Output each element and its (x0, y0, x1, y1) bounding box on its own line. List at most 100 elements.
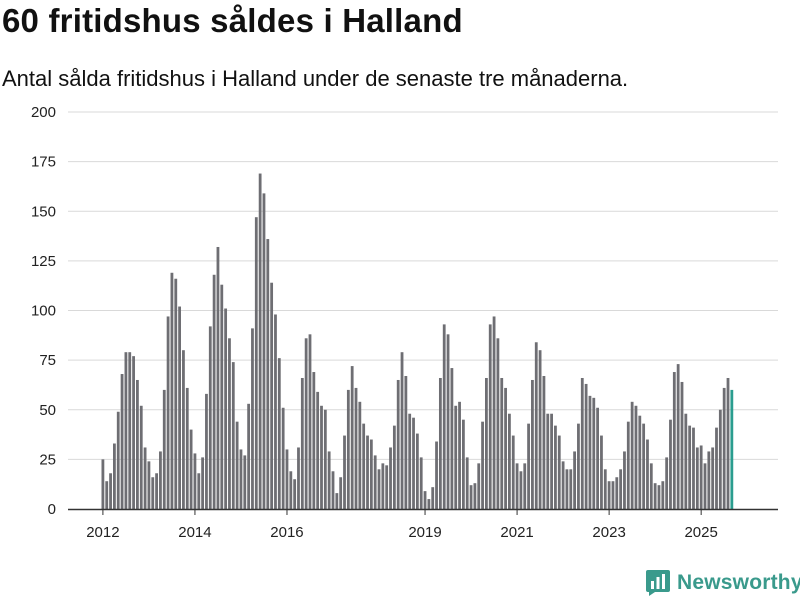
bar (519, 471, 523, 509)
bar (293, 479, 297, 509)
bar (569, 469, 573, 509)
bar (419, 457, 423, 509)
bar (205, 393, 208, 509)
bar (623, 451, 626, 509)
bar (320, 405, 323, 509)
bar (377, 469, 381, 509)
bar (611, 481, 615, 509)
bar (312, 372, 316, 509)
bar (281, 407, 285, 509)
x-tick-label: 2021 (500, 524, 533, 541)
brand-name: Newsworthy (677, 571, 800, 594)
bar (228, 338, 231, 509)
bar (385, 465, 389, 509)
bar (638, 415, 642, 509)
bar (465, 457, 469, 509)
bar (400, 352, 404, 509)
bar (254, 217, 258, 509)
bar (431, 487, 435, 509)
bar (718, 409, 722, 509)
bar (542, 376, 546, 509)
bar (105, 481, 109, 509)
bar (450, 368, 454, 509)
bar (381, 463, 385, 509)
bar (408, 413, 412, 509)
bar (626, 421, 630, 509)
bar (116, 411, 120, 509)
bar (239, 449, 243, 509)
bar (274, 314, 277, 509)
bar (189, 429, 193, 509)
bar (304, 338, 308, 509)
bar (653, 483, 657, 509)
bar-latest (730, 389, 734, 509)
y-tick-label: 50 (39, 402, 56, 419)
bar (481, 421, 484, 509)
bar (469, 485, 473, 509)
bar (607, 481, 611, 509)
bar (316, 391, 320, 509)
bar (584, 383, 588, 509)
bar (496, 338, 500, 509)
bar (212, 274, 216, 509)
bar (726, 377, 730, 509)
bar (500, 377, 504, 509)
data-label-latest: 60 (733, 0, 750, 4)
brand[interactable]: Newsworthy (645, 566, 800, 600)
bar (151, 477, 155, 509)
bar (531, 379, 534, 509)
bar (270, 282, 274, 509)
bar (323, 409, 327, 509)
bar (492, 316, 496, 509)
newsworthy-logo-icon (646, 570, 670, 596)
bar (124, 352, 128, 509)
bar (174, 278, 178, 509)
bar (220, 284, 224, 509)
bar (446, 334, 450, 509)
bar (247, 403, 251, 509)
bar (707, 451, 711, 509)
bar (159, 451, 162, 509)
bar (603, 469, 607, 509)
bar (289, 471, 293, 509)
y-tick-label: 175 (31, 154, 56, 171)
bar (235, 421, 239, 509)
bar (561, 461, 565, 509)
bar (473, 483, 477, 509)
bar (231, 362, 235, 509)
bar (185, 387, 189, 509)
bar (695, 447, 699, 509)
bar (715, 427, 718, 509)
bar (266, 239, 270, 510)
y-tick-label: 0 (48, 501, 56, 518)
bar (722, 387, 726, 509)
bar (580, 377, 584, 509)
chart-title: 60 fritidshus såldes i Halland (2, 2, 463, 39)
bar (515, 463, 519, 509)
data-labels: 60 (733, 0, 750, 4)
bar (197, 473, 201, 509)
bar (300, 377, 304, 509)
bar (461, 419, 465, 509)
bar (573, 451, 576, 509)
x-tick-label: 2016 (270, 524, 303, 541)
bar (277, 358, 281, 509)
x-tick-label: 2012 (86, 524, 119, 541)
bar (331, 471, 335, 509)
bar (508, 413, 511, 509)
bar (162, 389, 166, 509)
bar (136, 379, 139, 509)
bar (669, 419, 672, 509)
bar (327, 451, 331, 509)
bar (109, 473, 112, 509)
bar (485, 377, 488, 509)
bar (170, 272, 174, 509)
bar (147, 461, 151, 509)
bar (588, 395, 592, 509)
bar (208, 326, 212, 509)
x-axis-ticks: 2012 2014 2016 2019 2021 2023 2025 (86, 509, 718, 541)
bar (366, 435, 369, 509)
y-axis-ticks: 0 25 50 75 100 125 150 175 200 (31, 104, 56, 518)
y-tick-label: 200 (31, 104, 56, 121)
bar (346, 389, 350, 509)
